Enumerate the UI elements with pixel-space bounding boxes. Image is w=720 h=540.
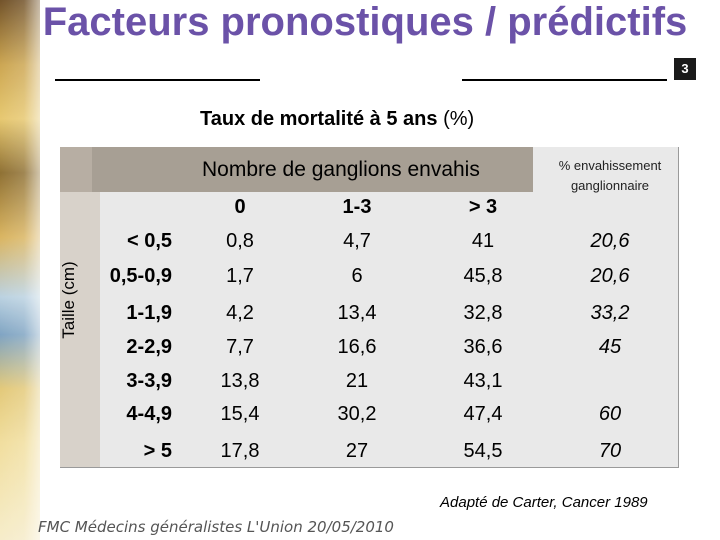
nodal-pct-cell: 70 (598, 440, 622, 462)
header-band (92, 147, 533, 192)
table-corner (60, 147, 92, 192)
nodal-pct-cell: 20,6 (590, 265, 630, 287)
table-cell: 6 (351, 265, 363, 287)
page-number-badge: 3 (674, 58, 696, 80)
nodal-pct-cell: 33,2 (590, 302, 630, 324)
column-header: > 3 (468, 196, 498, 218)
table-subtitle: Taux de mortalité à 5 ans (%) (200, 108, 474, 131)
table-cell: 0,8 (226, 230, 254, 252)
table-cell: 21 (345, 370, 369, 392)
nodal-pct-cell: 20,6 (590, 230, 630, 252)
nodal-pct-cell: 60 (598, 403, 622, 425)
decorative-painting-strip (0, 0, 40, 540)
table-cell: 41 (471, 230, 495, 252)
table-cell: 43,1 (463, 370, 503, 392)
table-cell: 15,4 (220, 403, 260, 425)
table-cell: 54,5 (463, 440, 503, 462)
table-cell: 7,7 (226, 336, 254, 358)
table-cell: 30,2 (337, 403, 377, 425)
table-cell: 27 (345, 440, 369, 462)
table-cell: 32,8 (463, 302, 503, 324)
table-cell: 47,4 (463, 403, 503, 425)
table-cell: 13,4 (337, 302, 377, 324)
table-cell: 4,2 (226, 302, 254, 324)
row-label: < 0,5 (126, 230, 172, 252)
row-label: > 5 (143, 440, 172, 462)
row-axis-strip (60, 147, 100, 467)
table-cell: 4,7 (343, 230, 371, 252)
slide-title: Facteurs pronostiques / prédictifs (42, 0, 688, 44)
table-cell: 36,6 (463, 336, 503, 358)
table-cell: 17,8 (220, 440, 260, 462)
row-label: 1-1,9 (126, 302, 172, 324)
title-rule-right (462, 79, 667, 81)
column-header: 0 (234, 196, 246, 218)
table-cell: 45,8 (463, 265, 503, 287)
column-header: 1-3 (342, 196, 372, 218)
row-label: 2-2,9 (126, 336, 172, 358)
header-right-cell (533, 147, 678, 232)
row-label: 3-3,9 (126, 370, 172, 392)
row-label: 0,5-0,9 (109, 265, 172, 287)
source-citation: Adapté de Carter, Cancer 1989 (440, 494, 648, 511)
table-cell: 1,7 (226, 265, 254, 287)
subtitle-unit: (%) (443, 108, 475, 130)
table-cell: 16,6 (337, 336, 377, 358)
title-rule-left (55, 79, 260, 81)
table-cell: 13,8 (220, 370, 260, 392)
header-nodal-involvement-pct: % envahissement ganglionnaire (558, 158, 662, 193)
row-label: 4-4,9 (126, 403, 172, 425)
nodal-pct-cell: 45 (598, 336, 622, 358)
header-nodes-involved: Nombre de ganglions envahis (202, 158, 480, 181)
subtitle-main: Taux de mortalité à 5 ans (200, 108, 438, 130)
slide-footer: FMC Médecins généralistes L'Union 20/05/… (38, 518, 394, 536)
